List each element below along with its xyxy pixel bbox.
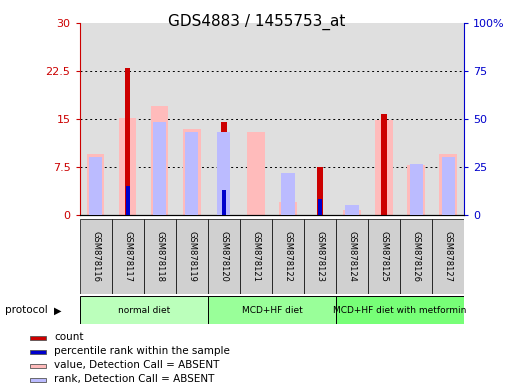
Bar — [185, 132, 199, 215]
Bar — [432, 219, 464, 294]
Bar — [144, 219, 175, 294]
Text: GSM878126: GSM878126 — [411, 231, 421, 282]
Text: GSM878120: GSM878120 — [219, 231, 228, 282]
Bar — [217, 132, 230, 215]
Bar — [30, 377, 46, 382]
Bar — [208, 23, 240, 215]
Bar — [247, 132, 265, 215]
Bar — [30, 336, 46, 340]
Bar — [240, 23, 272, 215]
Bar — [336, 296, 464, 324]
Bar — [175, 23, 208, 215]
Bar — [208, 296, 336, 324]
Bar — [112, 219, 144, 294]
Bar — [89, 157, 102, 215]
Bar — [318, 199, 322, 215]
Text: GSM878117: GSM878117 — [123, 231, 132, 282]
Bar — [304, 23, 336, 215]
Text: GDS4883 / 1455753_at: GDS4883 / 1455753_at — [168, 13, 345, 30]
Text: GSM878125: GSM878125 — [380, 231, 389, 282]
Bar — [126, 186, 129, 215]
Bar — [151, 106, 168, 215]
Bar — [376, 120, 393, 215]
Bar — [304, 219, 336, 294]
Text: GSM878119: GSM878119 — [187, 231, 196, 282]
Bar — [80, 23, 112, 215]
Bar — [336, 219, 368, 294]
Bar — [87, 154, 104, 215]
Bar — [144, 23, 175, 215]
Bar — [345, 205, 359, 215]
Bar — [80, 219, 112, 294]
Bar — [343, 210, 361, 215]
Text: GSM878122: GSM878122 — [283, 231, 292, 282]
Bar — [400, 219, 432, 294]
Bar — [221, 122, 227, 215]
Bar — [440, 154, 457, 215]
Bar — [272, 219, 304, 294]
Bar — [272, 23, 304, 215]
Bar — [183, 129, 201, 215]
Text: MCD+HF diet with metformin: MCD+HF diet with metformin — [333, 306, 467, 314]
Bar — [279, 202, 297, 215]
Text: protocol: protocol — [5, 305, 48, 315]
Bar — [317, 167, 323, 215]
Text: GSM878121: GSM878121 — [251, 231, 261, 282]
Bar — [381, 114, 387, 215]
Text: normal diet: normal diet — [117, 306, 170, 314]
Bar — [407, 165, 425, 215]
Text: GSM878118: GSM878118 — [155, 231, 164, 282]
Bar — [442, 157, 455, 215]
Bar — [432, 23, 464, 215]
Text: GSM878124: GSM878124 — [347, 231, 357, 282]
Bar — [112, 23, 144, 215]
Text: count: count — [54, 332, 84, 342]
Bar — [119, 118, 136, 215]
Bar — [400, 23, 432, 215]
Bar — [175, 219, 208, 294]
Bar — [409, 164, 423, 215]
Bar — [336, 23, 368, 215]
Text: rank, Detection Call = ABSENT: rank, Detection Call = ABSENT — [54, 374, 214, 384]
Text: value, Detection Call = ABSENT: value, Detection Call = ABSENT — [54, 360, 220, 370]
Text: GSM878123: GSM878123 — [315, 231, 325, 282]
Bar — [222, 190, 226, 215]
Bar — [368, 23, 400, 215]
Bar — [30, 350, 46, 354]
Bar — [281, 173, 294, 215]
Text: GSM878127: GSM878127 — [444, 231, 453, 282]
Text: GSM878116: GSM878116 — [91, 231, 100, 282]
Bar — [125, 68, 130, 215]
Bar — [240, 219, 272, 294]
Bar — [30, 364, 46, 368]
Text: percentile rank within the sample: percentile rank within the sample — [54, 346, 230, 356]
Bar — [80, 296, 208, 324]
Text: ▶: ▶ — [54, 305, 62, 315]
Text: MCD+HF diet: MCD+HF diet — [242, 306, 302, 314]
Bar — [153, 122, 166, 215]
Bar — [208, 219, 240, 294]
Bar — [368, 219, 400, 294]
